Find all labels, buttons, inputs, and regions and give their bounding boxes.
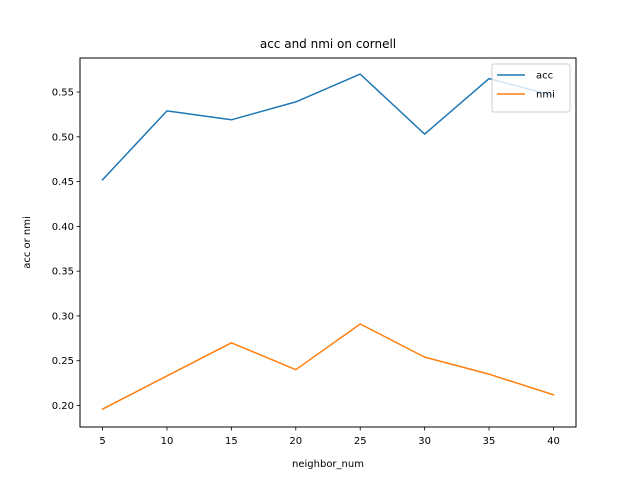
y-tick-label: 0.40 [52,222,74,233]
y-tick-label: 0.25 [52,356,74,367]
x-axis-title: neighbor_num [292,459,364,470]
legend: acc nmi [491,63,571,113]
y-tick-label: 0.45 [52,177,74,188]
x-tick-label: 30 [418,436,431,447]
plot-frame [79,57,577,428]
legend-label-acc: acc [536,71,553,82]
y-axis: 0.20 0.25 0.30 0.35 0.40 0.45 0.50 0.55 [52,88,80,412]
legend-box [491,63,571,113]
y-tick-label: 0.55 [52,88,74,99]
series-line-nmi [101,323,555,411]
x-tick-label: 25 [354,436,367,447]
x-tick-label: 35 [483,436,496,447]
chart-title: acc and nmi on cornell [260,37,396,51]
y-tick-label: 0.50 [52,132,74,143]
series-line-acc [101,73,555,181]
x-tick-label: 20 [289,436,302,447]
x-tick-label: 40 [547,436,560,447]
y-tick-label: 0.35 [52,267,74,278]
y-tick-label: 0.30 [52,311,74,322]
x-tick-label: 5 [99,436,105,447]
x-axis: 5 10 15 20 25 30 35 40 [99,427,560,447]
x-tick-label: 10 [161,436,174,447]
legend-label-nmi: nmi [536,90,555,101]
y-tick-label: 0.20 [52,401,74,412]
y-axis-title: acc or nmi [22,216,33,269]
x-tick-label: 15 [225,436,238,447]
plot-lines [101,73,555,411]
